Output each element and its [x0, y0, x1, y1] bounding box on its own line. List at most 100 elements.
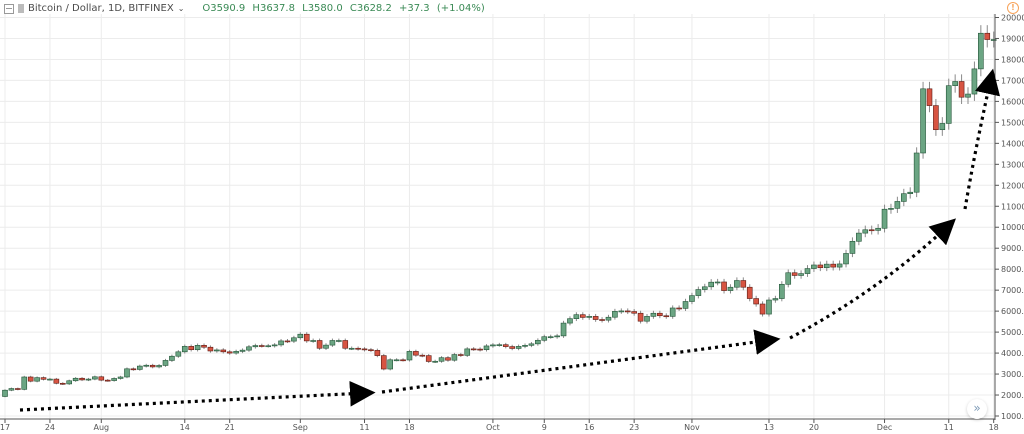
legend-header: Bitcoin / Dollar, 1D, BITFINEX ⌄ O3590.9… — [4, 3, 485, 14]
candle-body — [297, 333, 304, 339]
chevrons-right-icon[interactable]: » — [967, 399, 987, 419]
candle-body — [8, 388, 15, 391]
candle-body — [798, 273, 804, 276]
x-tick-label: 13 — [764, 423, 774, 432]
candle-body — [875, 227, 881, 231]
candle-body — [92, 376, 98, 380]
candle-body — [547, 336, 554, 339]
y-tick-label: 18000.0 — [1001, 55, 1024, 64]
candle-body — [952, 81, 958, 86]
candle-body — [329, 340, 336, 346]
candle-body — [939, 123, 946, 131]
candle-body — [438, 357, 445, 362]
x-tick-label: Nov — [684, 423, 700, 432]
x-tick-label: Sep — [293, 423, 308, 432]
candle-body — [21, 376, 28, 390]
x-tick-label: 9 — [542, 423, 547, 432]
candle-body — [34, 377, 40, 382]
candle-body — [336, 340, 342, 342]
candle-body — [470, 348, 477, 351]
x-tick-label: 16 — [584, 423, 594, 432]
candle-body — [573, 314, 580, 319]
candle-body — [291, 337, 297, 342]
candle-body — [79, 377, 85, 381]
y-tick-label: 7000.0 — [1001, 286, 1024, 295]
candle-body — [265, 345, 272, 348]
candle-body — [644, 316, 650, 322]
candle-body — [817, 264, 824, 269]
candle-body — [592, 316, 599, 320]
candle-body — [708, 281, 715, 288]
candle-body — [239, 349, 246, 352]
candle-body — [734, 280, 740, 288]
candle-body — [900, 193, 907, 202]
warning-icon[interactable]: ! — [1007, 2, 1019, 14]
candle-body — [689, 295, 695, 302]
candle-body — [53, 378, 60, 384]
candle-body — [843, 253, 849, 265]
candle-body — [323, 344, 329, 349]
candle-body — [888, 208, 894, 210]
y-tick-label: 20000.0 — [1001, 14, 1024, 23]
y-tick-label: 11000.0 — [1001, 202, 1024, 211]
y-tick-label: 16000.0 — [1001, 97, 1024, 106]
candle-body — [137, 365, 143, 370]
candle-body — [631, 311, 637, 314]
candle-body — [990, 39, 997, 41]
candle-body — [483, 345, 490, 351]
symbol-title[interactable]: Bitcoin / Dollar, 1D, BITFINEX — [28, 3, 174, 14]
candle-body — [836, 263, 843, 268]
candle-body — [830, 263, 836, 268]
candle-body — [214, 349, 220, 352]
candle-body — [130, 368, 137, 371]
candle-body — [27, 376, 34, 382]
x-tick-label: 20 — [809, 423, 819, 432]
candle-body — [663, 315, 670, 318]
candle-body — [567, 318, 573, 324]
candle-body — [657, 312, 663, 317]
candle-body — [823, 263, 830, 269]
ohlc-values: O3590.9 H3637.8 L3580.0 C3628.2 +37.3 (+… — [202, 3, 485, 14]
candle-body — [714, 281, 721, 284]
candle-body — [746, 286, 753, 299]
candle-body — [791, 272, 798, 276]
collapse-icon[interactable] — [4, 3, 14, 14]
candle-body — [740, 280, 747, 288]
y-tick-label: 12000.0 — [1001, 181, 1024, 190]
y-tick-label: 5000.0 — [1001, 328, 1024, 337]
candle-body — [612, 311, 618, 318]
symbol-icon — [18, 4, 24, 13]
candle-body — [971, 68, 978, 95]
candle-body — [400, 359, 406, 362]
y-tick-label: 10000.0 — [1001, 223, 1024, 232]
candle-body — [226, 351, 233, 354]
x-tick-label: 23 — [629, 423, 639, 432]
candle-body — [515, 346, 522, 349]
candle-body — [246, 346, 252, 351]
chevron-down-icon[interactable]: ⌄ — [177, 4, 185, 13]
candle-body — [47, 378, 53, 381]
trend-annotations — [19, 68, 1001, 412]
candle-body — [586, 316, 593, 318]
x-tick-label: 17 — [0, 423, 10, 432]
candle-body — [496, 344, 503, 346]
x-axis[interactable]: 17 24 Aug 14 21 Sep 11 18 Oct 9 16 23 Nov 13 20 Dec 11 18 — [0, 419, 999, 432]
y-tick-label: 8000.0 — [1001, 265, 1024, 274]
candle-body — [554, 335, 560, 338]
candle-body — [406, 351, 413, 361]
candle-body — [85, 378, 92, 381]
candle-body — [618, 310, 625, 313]
candle-body — [477, 348, 483, 351]
candle-body — [181, 346, 188, 353]
trend-arrow-4 — [963, 68, 1001, 210]
candle-body — [926, 88, 933, 106]
candle-body — [913, 152, 920, 193]
candle-body — [342, 340, 349, 349]
candle-body — [355, 347, 361, 350]
candle-body — [965, 93, 971, 98]
candle-body — [766, 299, 772, 315]
y-axis[interactable]: 1000.0 2000.0 3000.0 4000.0 5000.0 6000.0 7000… — [995, 14, 1024, 422]
candle-body — [650, 312, 657, 317]
candle-body — [522, 345, 528, 347]
